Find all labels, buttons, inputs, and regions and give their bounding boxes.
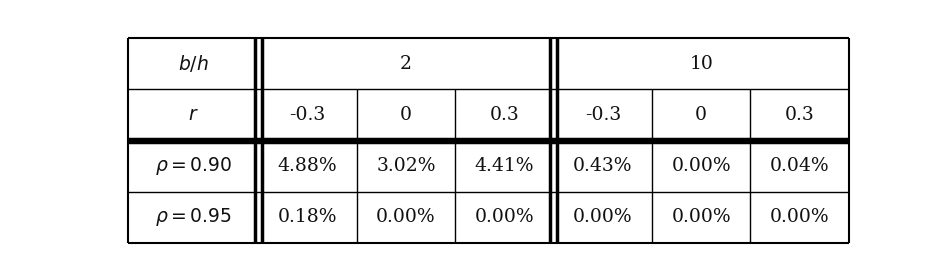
Text: 0.00%: 0.00%	[474, 208, 534, 226]
Text: -0.3: -0.3	[585, 106, 621, 124]
Text: $\rho = 0.90$: $\rho = 0.90$	[154, 155, 231, 177]
Text: 0.43%: 0.43%	[572, 157, 632, 175]
Text: 0.00%: 0.00%	[572, 208, 632, 226]
Text: $r$: $r$	[188, 106, 198, 124]
Text: -0.3: -0.3	[289, 106, 326, 124]
Text: 2: 2	[400, 55, 411, 73]
Text: 0.00%: 0.00%	[376, 208, 435, 226]
Text: 0.00%: 0.00%	[671, 157, 730, 175]
Text: 4.41%: 4.41%	[474, 157, 534, 175]
Text: 0.00%: 0.00%	[671, 208, 730, 226]
Text: 0.00%: 0.00%	[769, 208, 828, 226]
Text: 10: 10	[688, 55, 712, 73]
Text: 4.88%: 4.88%	[278, 157, 337, 175]
Text: 0: 0	[400, 106, 411, 124]
Text: 0.3: 0.3	[783, 106, 814, 124]
Text: 3.02%: 3.02%	[376, 157, 435, 175]
Text: 0.04%: 0.04%	[769, 157, 828, 175]
Text: 0.3: 0.3	[489, 106, 519, 124]
Text: 0: 0	[695, 106, 706, 124]
Text: 0.18%: 0.18%	[278, 208, 337, 226]
Text: $b/h$: $b/h$	[178, 53, 208, 74]
Text: $\rho = 0.95$: $\rho = 0.95$	[154, 206, 231, 228]
